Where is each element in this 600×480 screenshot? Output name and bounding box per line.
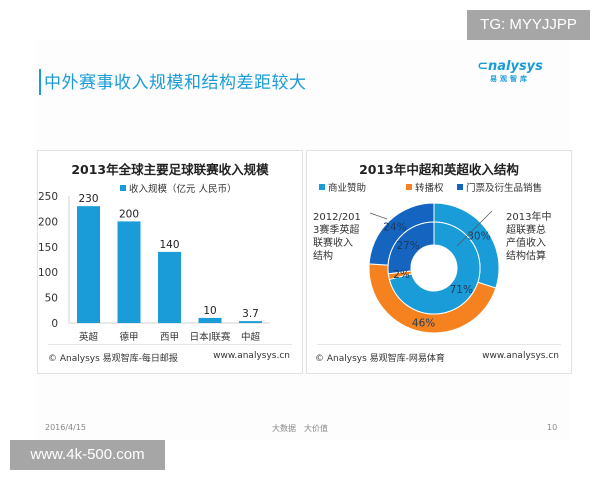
donut-inner-label-ticket: 27% — [396, 240, 419, 252]
bar-source-site: www.analysys.cn — [213, 351, 290, 361]
bar-category-label: 日本J联赛 — [190, 331, 231, 341]
bar — [158, 251, 181, 323]
donut-inner-label-commercial: 71% — [450, 284, 473, 296]
bar-source-divider — [48, 344, 292, 345]
donut-inner-label-broadcast: 2% — [393, 269, 410, 281]
bar-legend-swatch — [120, 185, 126, 191]
logo-swoosh-icon: ⊂ — [477, 59, 488, 74]
right-annotation-line: 产值收入 — [506, 236, 546, 249]
bar-chart-title: 2013年全球主要足球联赛收入规模 — [71, 162, 269, 177]
bar — [77, 206, 100, 323]
bar-value-label: 230 — [78, 193, 98, 205]
donut-outer-label-commercial: 30% — [467, 230, 490, 242]
legend-label-commercial: 商业赞助 — [328, 182, 366, 194]
footer-page-number: 10 — [547, 423, 558, 432]
watermark-site: www.4k-500.com — [10, 440, 165, 470]
title-accent-bar — [39, 69, 41, 95]
bar-value-label: 200 — [119, 208, 139, 220]
bar-chart: 收入规模（亿元 人民币） 0 50 100 150 200 250 230 英超 200 德甲 1… — [38, 183, 270, 341]
right-annotation-leader — [456, 210, 493, 247]
bar-value-label: 3.7 — [242, 308, 259, 320]
bar-value-label: 140 — [159, 239, 179, 251]
left-annotation-line: 联赛收入 — [313, 236, 353, 249]
donut-chart: 商业赞助 转播权 门票及衍生品销售 30% 46% 24% 71% 2% 27% 2012… — [313, 182, 551, 334]
left-annotation-line: 3赛季英超 — [313, 223, 359, 236]
watermark-tg: TG: MYYJJPP — [467, 10, 590, 40]
bar — [198, 317, 222, 323]
bar-y-tick-label: 100 — [38, 267, 58, 279]
donut-outer-label-broadcast: 46% — [412, 318, 435, 330]
bar-y-tick-label: 50 — [45, 293, 58, 305]
legend-label-ticket: 门票及衍生品销售 — [466, 182, 542, 194]
bar-category-label: 西甲 — [160, 332, 179, 341]
bar-y-tick-label: 150 — [38, 242, 58, 254]
logo-cn-text: 易观智库 — [490, 75, 530, 83]
donut-source-site: www.analysys.cn — [482, 351, 559, 361]
donut-outer-label-ticket: 24% — [383, 221, 406, 233]
footer-date: 2016/4/15 — [45, 423, 87, 432]
right-annotation-line: 结构估算 — [506, 249, 546, 262]
donut-chart-title: 2013年中超和英超收入结构 — [359, 162, 519, 177]
bar-source: © Analysys 易观智库-每日邮报 — [48, 354, 178, 364]
left-annotation-leader — [369, 212, 388, 220]
left-annotation-line: 2012/201 — [313, 212, 361, 223]
bar — [117, 221, 141, 323]
bar — [239, 321, 262, 323]
bar-value-label: 10 — [203, 305, 216, 317]
legend-label-broadcast: 转播权 — [415, 182, 444, 194]
bar-category-label: 德甲 — [119, 331, 138, 341]
donut-inner-slice-ticket — [387, 221, 435, 275]
footer-slogan: 大数据 大价值 — [272, 424, 328, 433]
logo-text: nalysys — [487, 59, 543, 74]
donut-source: © Analysys 易观智库-网易体育 — [315, 354, 445, 364]
bar-y-tick-label: 0 — [51, 318, 58, 330]
bar-chart-panel: 2013年全球主要足球联赛收入规模 收入规模（亿元 人民币） 0 50 100 150… — [37, 150, 303, 374]
legend-swatch-commercial — [319, 184, 325, 190]
bar-y-tick-label: 200 — [38, 216, 58, 228]
bar-category-label: 英超 — [79, 331, 99, 341]
legend-swatch-broadcast — [406, 184, 412, 190]
bar-y-tick-label: 250 — [38, 191, 58, 203]
page-title: 中外赛事收入规模和结构差距较大 — [44, 73, 307, 93]
donut-inner-slice-commercial — [388, 221, 481, 315]
left-annotation-line: 结构 — [313, 249, 333, 262]
analysys-logo: ⊂nalysys 易观智库 — [470, 60, 550, 84]
bar-category-label: 中超 — [241, 331, 261, 341]
bar-legend-label: 收入规模（亿元 人民币） — [129, 183, 237, 195]
donut-source-divider — [317, 344, 561, 345]
legend-swatch-ticket — [457, 184, 463, 190]
right-annotation-line: 2013年中 — [506, 210, 551, 223]
right-annotation-line: 超联赛总 — [506, 223, 546, 236]
donut-chart-panel: 2013年中超和英超收入结构 商业赞助 转播权 门票及衍生品销售 30% 46% 2… — [306, 150, 572, 374]
